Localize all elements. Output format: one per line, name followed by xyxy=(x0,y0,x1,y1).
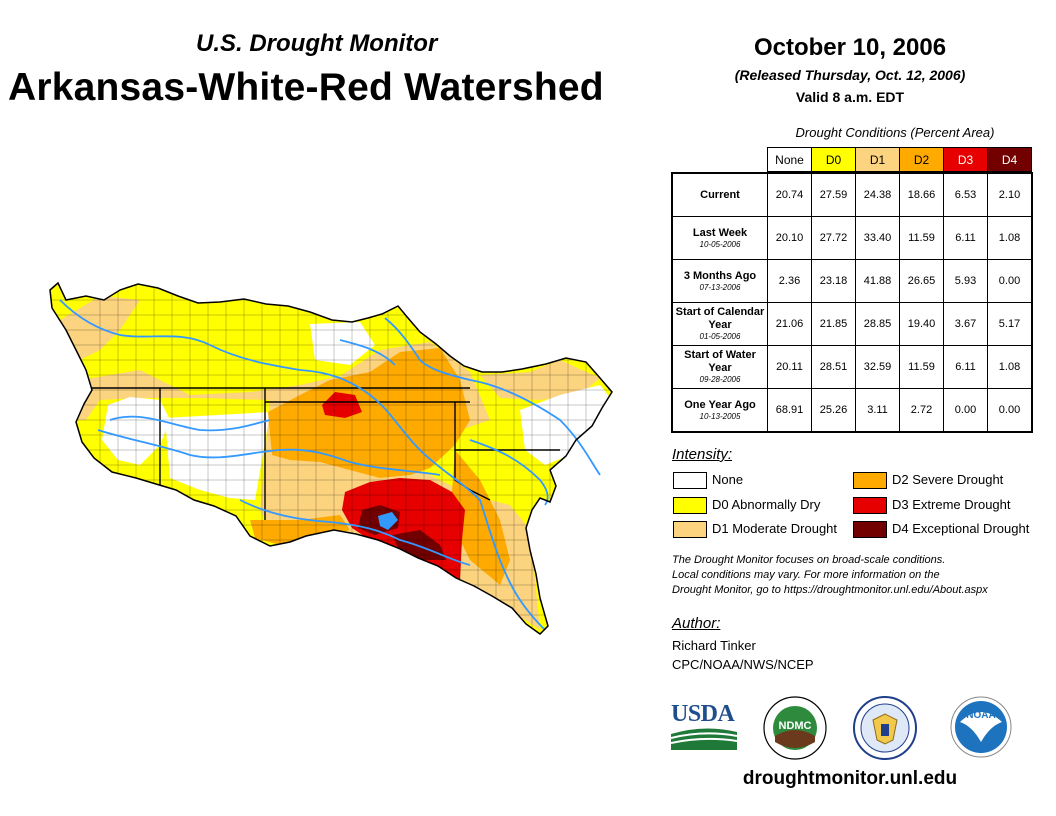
column-header-d3: D3 xyxy=(943,147,988,172)
table-cell: 11.59 xyxy=(899,345,944,389)
row-label: Current xyxy=(671,172,768,217)
table-cell: 2.10 xyxy=(987,172,1033,217)
table-cell: 1.08 xyxy=(987,345,1033,389)
table-cell: 24.38 xyxy=(855,172,900,217)
row-label: Start of Calendar Year 01-05-2006 xyxy=(671,302,768,346)
table-row: One Year Ago 10-13-2005 68.91 25.26 3.11 … xyxy=(671,388,1033,433)
noaa-logo: NOAA xyxy=(950,696,1012,758)
note-line: Local conditions may vary. For more info… xyxy=(672,569,940,581)
column-header-d1: D1 xyxy=(855,147,900,172)
usda-logo-text: USDA xyxy=(671,701,735,727)
drought-monitor-note: The Drought Monitor focuses on broad-sca… xyxy=(672,553,1042,598)
ndmc-logo-text: NDMC xyxy=(778,720,812,732)
note-line[interactable]: Drought Monitor, go to https://droughtmo… xyxy=(672,584,988,596)
legend-swatch-d1 xyxy=(673,521,707,538)
legend-label-d1: D1 Moderate Drought xyxy=(712,521,838,536)
column-header-d4: D4 xyxy=(987,147,1032,172)
table-row: Start of Water Year 09-28-2006 20.11 28.5… xyxy=(671,345,1033,389)
table-cell: 1.08 xyxy=(987,216,1033,260)
table-cell: 20.11 xyxy=(767,345,812,389)
row-label: Start of Water Year 09-28-2006 xyxy=(671,345,768,389)
table-cell: 3.67 xyxy=(943,302,988,346)
table-cell: 25.26 xyxy=(811,388,856,433)
legend-label-none: None xyxy=(712,472,744,487)
table-row: Current 20.74 27.59 24.38 18.66 6.53 2.1… xyxy=(671,172,1033,217)
commerce-seal-logo xyxy=(853,696,917,760)
legend-swatch-d4 xyxy=(853,521,887,538)
table-cell: 5.17 xyxy=(987,302,1033,346)
table-cell: 0.00 xyxy=(943,388,988,433)
column-header-d2: D2 xyxy=(899,147,944,172)
author-name: Richard Tinker xyxy=(672,638,756,653)
legend-swatch-none xyxy=(673,472,707,489)
legend-swatch-d2 xyxy=(853,472,887,489)
table-row: Start of Calendar Year 01-05-2006 21.06 2… xyxy=(671,302,1033,346)
table-cell: 11.59 xyxy=(899,216,944,260)
column-header-none: None xyxy=(767,147,812,172)
noaa-logo-text: NOAA xyxy=(966,710,996,721)
table-caption: Drought Conditions (Percent Area) xyxy=(795,125,995,140)
table-cell: 33.40 xyxy=(855,216,900,260)
website-link[interactable]: droughtmonitor.unl.edu xyxy=(742,768,958,789)
legend-swatch-d3 xyxy=(853,497,887,514)
table-cell: 6.11 xyxy=(943,216,988,260)
table-row: Last Week 10-05-2006 20.10 27.72 33.40 11… xyxy=(671,216,1033,260)
table-cell: 6.53 xyxy=(943,172,988,217)
table-cell: 27.72 xyxy=(811,216,856,260)
table-cell: 21.85 xyxy=(811,302,856,346)
author-title: Author: xyxy=(672,615,721,632)
column-header-d0: D0 xyxy=(811,147,856,172)
legend-label-d4: D4 Exceptional Drought xyxy=(892,521,1030,536)
map-title: Arkansas-White-Red Watershed xyxy=(8,66,604,109)
table-cell: 28.51 xyxy=(811,345,856,389)
watershed-map xyxy=(49,282,613,635)
table-cell: 19.40 xyxy=(899,302,944,346)
table-cell: 3.11 xyxy=(855,388,900,433)
legend-label-d3: D3 Extreme Drought xyxy=(892,497,1011,512)
table-cell: 20.74 xyxy=(767,172,812,217)
legend-label-d2: D2 Severe Drought xyxy=(892,472,1004,487)
category-header-row: None D0 D1 D2 D3 D4 xyxy=(767,147,1032,172)
legend-title: Intensity: xyxy=(672,446,733,463)
table-cell: 2.36 xyxy=(767,259,812,303)
valid-time: Valid 8 a.m. EDT xyxy=(795,89,905,105)
table-cell: 18.66 xyxy=(899,172,944,217)
table-cell: 32.59 xyxy=(855,345,900,389)
legend-label-d0: D0 Abnormally Dry xyxy=(712,497,821,512)
legend-swatch-d0 xyxy=(673,497,707,514)
table-cell: 28.85 xyxy=(855,302,900,346)
row-label: One Year Ago 10-13-2005 xyxy=(671,388,768,433)
table-cell: 6.11 xyxy=(943,345,988,389)
table-cell: 23.18 xyxy=(811,259,856,303)
table-cell: 41.88 xyxy=(855,259,900,303)
table-cell: 68.91 xyxy=(767,388,812,433)
table-cell: 26.65 xyxy=(899,259,944,303)
note-line: The Drought Monitor focuses on broad-sca… xyxy=(672,554,946,566)
row-label: Last Week 10-05-2006 xyxy=(671,216,768,260)
map-date: October 10, 2006 xyxy=(753,34,947,61)
author-org: CPC/NOAA/NWS/NCEP xyxy=(672,657,814,672)
table-cell: 0.00 xyxy=(987,388,1033,433)
row-label: 3 Months Ago 07-13-2006 xyxy=(671,259,768,303)
drought-conditions-table: Current 20.74 27.59 24.38 18.66 6.53 2.1… xyxy=(671,172,1033,433)
map-subtitle: U.S. Drought Monitor xyxy=(196,30,438,57)
table-cell: 27.59 xyxy=(811,172,856,217)
table-cell: 2.72 xyxy=(899,388,944,433)
table-row: 3 Months Ago 07-13-2006 2.36 23.18 41.88 … xyxy=(671,259,1033,303)
table-cell: 0.00 xyxy=(987,259,1033,303)
release-date: (Released Thursday, Oct. 12, 2006) xyxy=(734,67,966,83)
usda-logo-fields xyxy=(670,728,738,750)
table-cell: 21.06 xyxy=(767,302,812,346)
table-cell: 20.10 xyxy=(767,216,812,260)
usda-logo: USDA xyxy=(670,701,738,750)
ndmc-logo: NDMC xyxy=(763,696,827,760)
table-cell: 5.93 xyxy=(943,259,988,303)
